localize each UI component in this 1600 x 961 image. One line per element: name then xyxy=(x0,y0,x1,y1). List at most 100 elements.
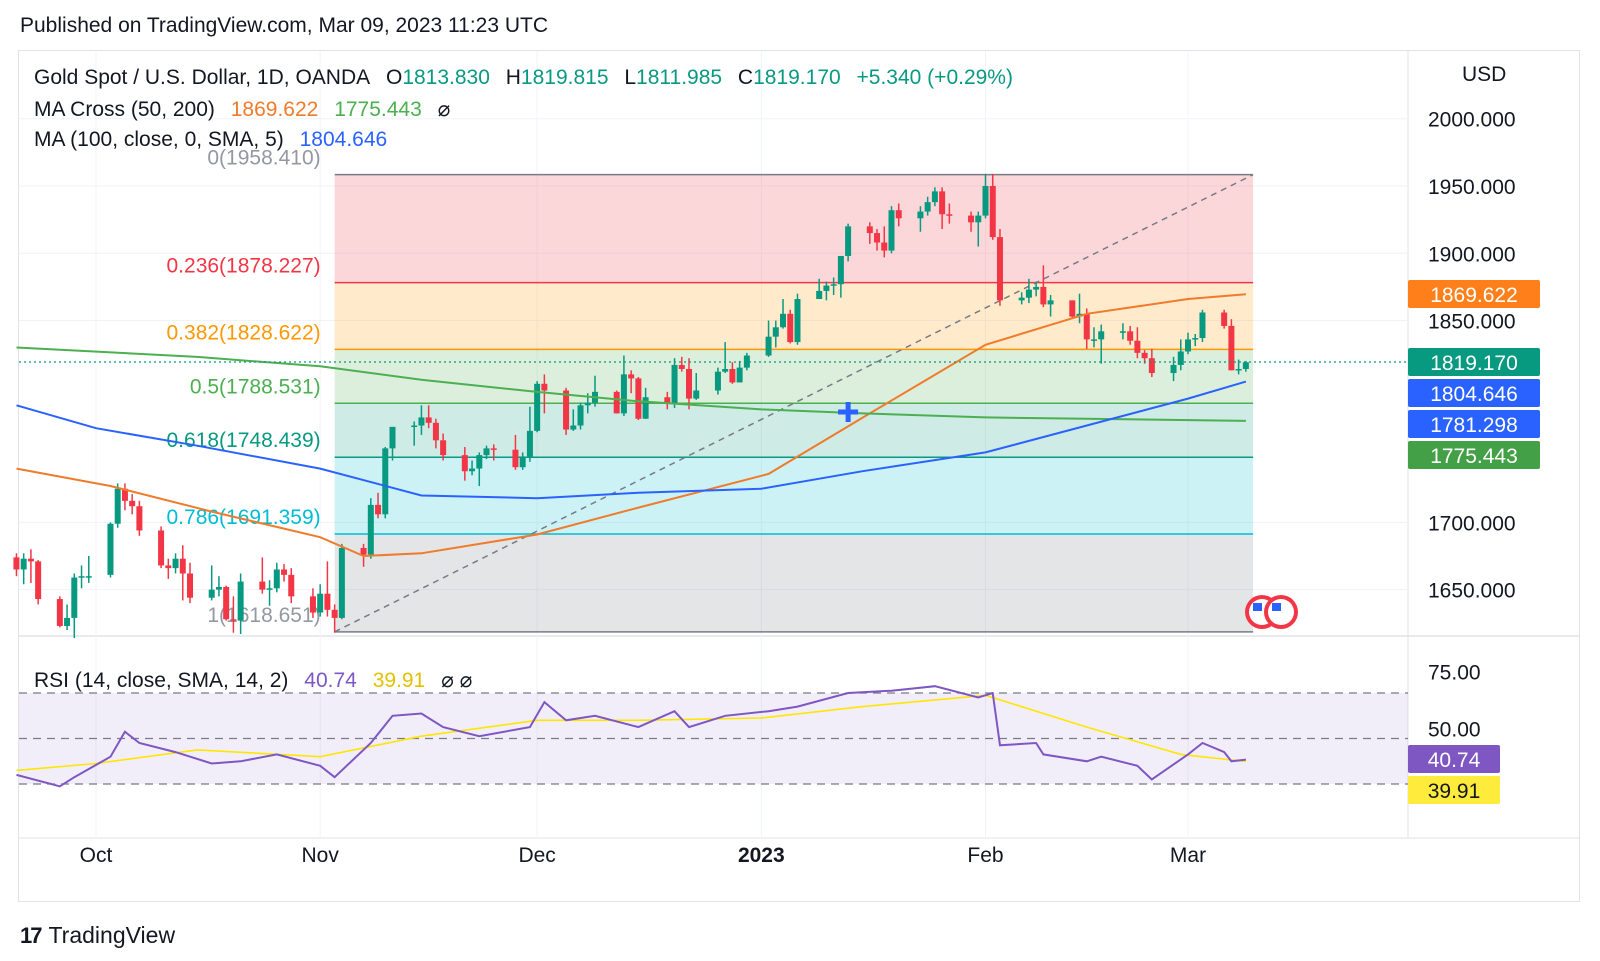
candle-body xyxy=(331,609,338,618)
x-tick-label: Nov xyxy=(302,844,340,867)
cross-marker-icon xyxy=(838,402,859,423)
candle-body xyxy=(1141,352,1148,359)
candle-body xyxy=(736,367,743,383)
candle-body xyxy=(1025,289,1032,298)
y-tick-label: 1700.000 xyxy=(1428,512,1516,535)
candle-body xyxy=(1170,364,1177,374)
price-axis-label xyxy=(1408,348,1540,376)
hide-icon[interactable]: ⌀ xyxy=(437,98,451,121)
candle-body xyxy=(1098,331,1105,340)
ma100-legend[interactable]: MA (100, close, 0, SMA, 5) 1804.646 xyxy=(34,128,397,152)
candle-body xyxy=(924,202,931,212)
ohlc-close: C1819.170 xyxy=(737,66,841,89)
fib-level-label: 0.786(1691.359) xyxy=(167,506,321,529)
candle-body xyxy=(982,186,989,216)
candle-body xyxy=(13,557,20,570)
candle-body xyxy=(881,242,888,251)
rsi-ma-line xyxy=(16,694,1246,772)
candle-body xyxy=(613,391,620,414)
candle-body xyxy=(1228,325,1235,371)
candle-body xyxy=(620,374,627,414)
candle-body xyxy=(519,456,526,468)
candle-body xyxy=(975,215,982,223)
price-axis-label-text: 1775.443 xyxy=(1430,445,1518,468)
candle-body xyxy=(107,523,114,575)
us-flag-event-icon xyxy=(1268,599,1294,625)
fib-level-label: 0(1958.410) xyxy=(207,147,320,170)
candle-body xyxy=(440,440,447,456)
candle-body xyxy=(664,397,671,404)
ohlc-low: L1811.985 xyxy=(624,66,723,89)
candle-body xyxy=(338,547,345,618)
candle-body xyxy=(714,371,721,391)
price-change: +5.340 (+0.29%) xyxy=(856,66,1013,89)
candle-body xyxy=(324,593,331,610)
fib-level-label: 0.382(1828.622) xyxy=(167,321,321,344)
candle-body xyxy=(35,561,42,600)
published-note: Published on TradingView.com, Mar 09, 20… xyxy=(20,14,549,37)
candle-body xyxy=(172,558,179,569)
candle-body xyxy=(1192,338,1199,340)
candle-body xyxy=(360,547,367,555)
candle-body xyxy=(20,558,27,570)
candle-body xyxy=(266,588,273,590)
candle-body xyxy=(259,581,266,590)
candle-body xyxy=(129,500,136,507)
candle-body xyxy=(874,233,881,243)
candle-body xyxy=(476,455,483,469)
y-tick-label: 2000.000 xyxy=(1428,109,1516,132)
ma100-value: 1804.646 xyxy=(299,128,388,151)
fib-zone xyxy=(334,403,1254,458)
tradingview-brand[interactable]: 17 TradingView xyxy=(20,922,175,949)
candle-body xyxy=(678,364,685,369)
price-axis-label xyxy=(1408,410,1540,438)
ma-cross-legend[interactable]: MA Cross (50, 200) 1869.622 1775.443 ⌀ xyxy=(34,97,460,122)
candle-body xyxy=(772,327,779,337)
candle-body xyxy=(895,210,902,219)
hide-icon[interactable]: ⌀ ⌀ xyxy=(441,669,473,692)
candle-body xyxy=(888,210,895,251)
candle-body xyxy=(1199,312,1206,339)
candle-body xyxy=(780,313,787,328)
rsi-axis-label xyxy=(1408,745,1500,773)
candle-body xyxy=(989,186,996,238)
candle-body xyxy=(968,215,975,223)
candle-body xyxy=(389,426,396,449)
candle-body xyxy=(418,417,425,426)
rsi-legend[interactable]: RSI (14, close, SMA, 14, 2) 40.74 39.91 … xyxy=(34,668,482,693)
rsi-axis-label-text: 39.91 xyxy=(1428,780,1481,803)
candle-body xyxy=(671,364,678,404)
candle-body xyxy=(56,599,63,626)
candle-body xyxy=(382,448,389,515)
candle-body xyxy=(577,405,584,426)
candle-body xyxy=(1018,297,1025,301)
ma200-line xyxy=(16,346,1246,422)
candle-body xyxy=(1221,312,1228,326)
x-tick-label: Feb xyxy=(967,844,1003,867)
rsi-line xyxy=(16,685,1247,788)
symbol-legend: Gold Spot / U.S. Dollar, 1D, OANDA O1813… xyxy=(34,66,1023,90)
candle-body xyxy=(787,313,794,343)
rsi-ma-value: 39.91 xyxy=(372,669,426,692)
candle-body xyxy=(281,569,288,575)
candle-body xyxy=(469,468,476,472)
fib-level-label: 0.5(1788.531) xyxy=(190,375,321,398)
y-tick-label: 1850.000 xyxy=(1428,311,1516,334)
candle-body xyxy=(534,383,541,431)
candle-body xyxy=(483,448,490,456)
candle-body xyxy=(642,397,649,419)
candle-body xyxy=(1040,286,1047,305)
us-flag-event-icon xyxy=(1253,603,1262,611)
candle-body xyxy=(1177,351,1184,365)
price-axis-label xyxy=(1408,280,1540,308)
candle-body xyxy=(570,425,577,430)
candle-body xyxy=(729,368,736,383)
fib-zone xyxy=(334,282,1254,350)
candle-body xyxy=(490,448,497,450)
candle-body xyxy=(309,596,316,613)
candle-body xyxy=(237,581,244,621)
candle-body xyxy=(1119,331,1126,333)
candle-body xyxy=(1069,300,1076,317)
candle-body xyxy=(230,619,237,621)
